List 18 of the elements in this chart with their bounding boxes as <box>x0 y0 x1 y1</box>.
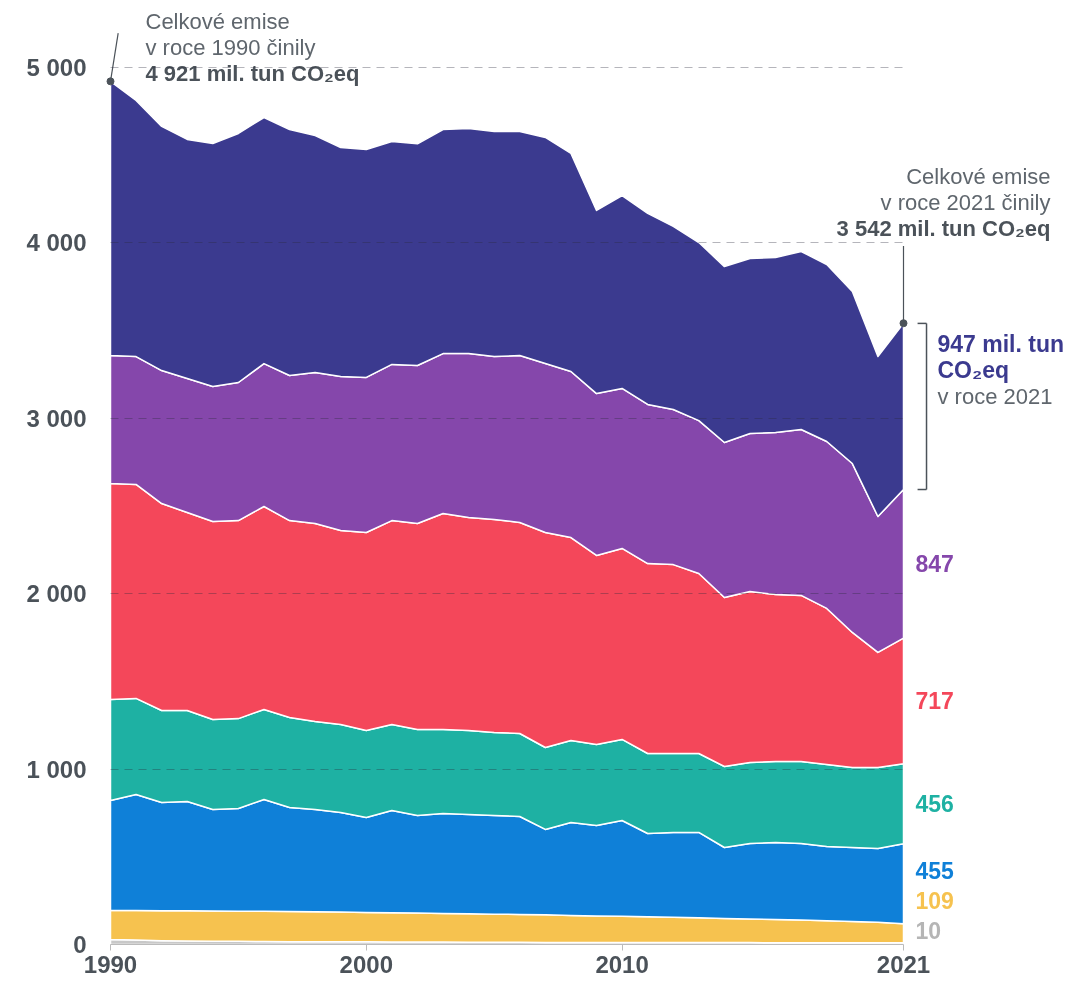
data-label: 10 <box>915 917 942 944</box>
data-label: 109 <box>915 888 954 915</box>
text: v roce 2021 <box>937 383 1053 409</box>
data-label: 947 mil. tun CO₂eq <box>937 331 1065 384</box>
x-tick-label: 2000 <box>339 950 393 978</box>
y-tick-label: 5 000 <box>26 54 87 81</box>
y-tick-label: 3 000 <box>26 404 87 432</box>
y-tick-label: 4 000 <box>26 229 87 257</box>
annotation: Celkové emise v roce 1990 činily 4 921 mil. tun CO₂eq <box>145 8 360 86</box>
y-tick-label: 2 000 <box>26 580 87 608</box>
data-label: 847 <box>915 551 954 578</box>
annotation: Celkové emise v roce 2021 činily 3 542 mil. tun CO₂eq <box>836 163 1051 241</box>
y-tick-label: 1 000 <box>26 755 87 783</box>
data-label: 455 <box>915 858 955 885</box>
x-tick-label: 2021 <box>876 950 931 978</box>
data-label: 456 <box>915 791 954 818</box>
data-label: 717 <box>915 688 954 715</box>
x-tick-label: 2010 <box>595 950 649 978</box>
